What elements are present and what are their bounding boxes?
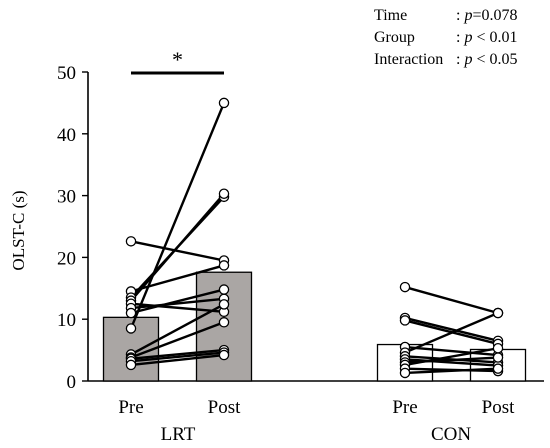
subject-point bbox=[218, 260, 230, 271]
subject-line bbox=[130, 303, 225, 356]
subject-point bbox=[399, 281, 411, 293]
subject-point bbox=[492, 352, 504, 363]
subject-point bbox=[492, 363, 504, 374]
subject-line bbox=[404, 358, 499, 367]
chart-axes: 0 10 20 30 40 50 OLST-C (s) bbox=[9, 63, 544, 393]
significance-marker: * bbox=[131, 47, 224, 75]
subject-point bbox=[218, 284, 230, 295]
condition-label: Pre bbox=[118, 397, 143, 418]
subject-line bbox=[404, 316, 499, 342]
subject-point bbox=[492, 307, 504, 319]
stat-value: : p < 0.05 bbox=[456, 51, 517, 68]
significance-star: * bbox=[172, 47, 183, 72]
subject-point bbox=[492, 342, 504, 354]
stat-p-symbol: p bbox=[463, 29, 472, 46]
subject-lines-layer bbox=[129, 102, 499, 375]
subject-point bbox=[218, 349, 230, 361]
subject-line bbox=[130, 321, 225, 359]
y-axis-label: OLST-C (s) bbox=[9, 190, 28, 270]
subject-line bbox=[130, 192, 225, 302]
stat-prefix: : bbox=[456, 29, 464, 46]
stat-label: Group bbox=[374, 29, 415, 46]
stat-label: Interaction bbox=[374, 51, 443, 68]
subject-point bbox=[125, 359, 137, 371]
subject-line bbox=[130, 302, 225, 313]
subject-line bbox=[130, 348, 225, 360]
y-tick-label: 30 bbox=[57, 187, 76, 208]
subject-point bbox=[218, 317, 230, 328]
y-tick-label: 10 bbox=[57, 310, 76, 331]
subject-point bbox=[218, 97, 230, 109]
stat-value: : p < 0.01 bbox=[456, 29, 517, 46]
subject-point bbox=[218, 188, 230, 199]
subject-point bbox=[125, 307, 137, 319]
subject-line bbox=[404, 345, 499, 357]
stat-p-symbol: p bbox=[463, 51, 472, 68]
subject-line bbox=[404, 367, 499, 375]
subject-line bbox=[130, 288, 225, 315]
condition-label: Post bbox=[482, 397, 515, 418]
y-tick-label: 40 bbox=[57, 125, 76, 146]
subject-line bbox=[130, 351, 225, 363]
stat-p-value: < 0.01 bbox=[472, 29, 517, 46]
category-labels: Pre Post LRT Pre Post CON bbox=[118, 397, 515, 445]
subject-line bbox=[404, 311, 499, 354]
group-label: LRT bbox=[161, 424, 196, 445]
y-tick-label: 50 bbox=[57, 63, 76, 84]
subject-point bbox=[218, 299, 230, 310]
stat-prefix: : bbox=[456, 7, 464, 24]
y-tick-label: 0 bbox=[67, 372, 77, 393]
stat-prefix: : bbox=[456, 51, 464, 68]
condition-label: Post bbox=[208, 397, 241, 418]
subject-point bbox=[399, 315, 411, 326]
subject-point bbox=[125, 323, 137, 334]
stat-p-value: =0.078 bbox=[472, 7, 517, 24]
subject-line bbox=[130, 297, 225, 310]
subject-points-layer bbox=[125, 97, 504, 379]
subject-line bbox=[404, 347, 499, 367]
subject-line bbox=[404, 285, 499, 315]
condition-label: Pre bbox=[392, 397, 417, 418]
subject-line bbox=[130, 240, 225, 262]
y-tick-label: 20 bbox=[57, 248, 76, 269]
subject-point bbox=[125, 236, 137, 247]
bars-layer bbox=[102, 271, 527, 382]
subject-line bbox=[129, 102, 226, 329]
stat-label: Time bbox=[374, 7, 407, 24]
stat-value: : p=0.078 bbox=[456, 7, 517, 24]
subject-line bbox=[130, 264, 225, 293]
subject-point bbox=[399, 367, 411, 379]
stat-p-value: < 0.05 bbox=[472, 51, 517, 68]
subject-line bbox=[130, 353, 225, 367]
group-label: CON bbox=[431, 424, 471, 445]
stat-p-symbol: p bbox=[463, 7, 472, 24]
